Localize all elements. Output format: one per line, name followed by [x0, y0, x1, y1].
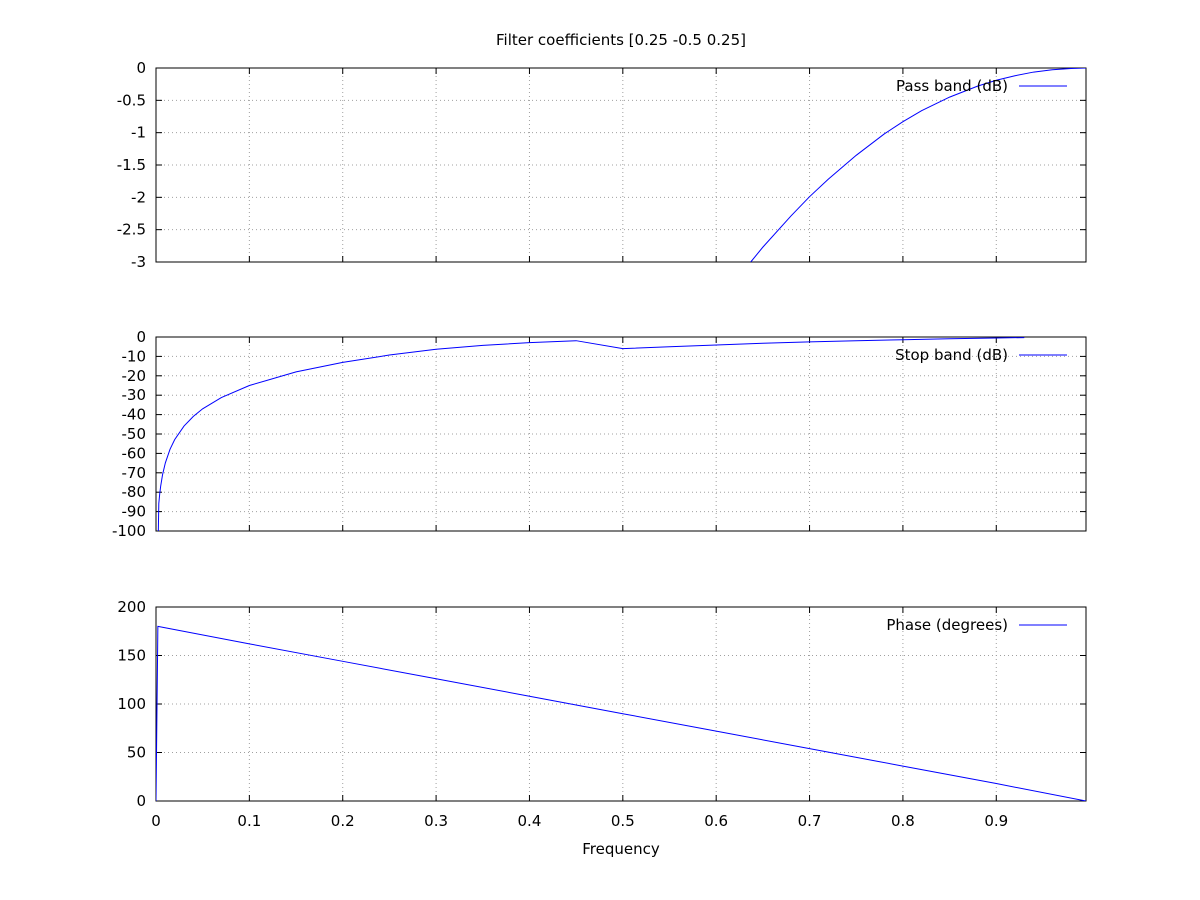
- y-tick-label: 200: [117, 598, 146, 616]
- x-tick-label: 0.5: [611, 812, 635, 830]
- x-tick-label: 0.1: [237, 812, 261, 830]
- series-line-2: [157, 337, 1025, 531]
- series-line-3: [156, 625, 1086, 801]
- plot-frame: [155, 606, 1087, 802]
- plot-frame: [155, 336, 1087, 532]
- panel-3: 0 50 100 150 200 Phase (degrees): [117, 598, 1087, 810]
- y-tick-label: -30: [122, 386, 147, 404]
- x-tick-label: 0.6: [704, 812, 728, 830]
- panel-2: 0-10 -20-30 -40-50-60 -70-80 -90-100 Stop ban…: [112, 328, 1087, 540]
- legend-label: Phase (degrees): [886, 616, 1008, 634]
- y-tick-label: -0.5: [117, 91, 146, 109]
- y-tick-label: -20: [122, 367, 147, 385]
- chart-title: Filter coefficients [0.25 -0.5 0.25]: [496, 31, 746, 49]
- x-tick-label: 0.4: [518, 812, 542, 830]
- x-tick-label: 0.2: [331, 812, 355, 830]
- x-tick-label: 0.3: [424, 812, 448, 830]
- y-tick-label: -70: [122, 464, 147, 482]
- y-tick-label: 50: [127, 744, 146, 762]
- x-tick-label: 0.9: [984, 812, 1008, 830]
- x-axis-label: Frequency: [582, 840, 660, 858]
- y-tick-label: -50: [122, 425, 147, 443]
- y-tick-label: -90: [122, 503, 147, 521]
- y-tick-label: -1.5: [117, 156, 146, 174]
- x-tick-label: 0.7: [798, 812, 822, 830]
- legend-label: Stop band (dB): [895, 346, 1008, 364]
- y-tick-label: 0: [136, 328, 146, 346]
- y-tick-label: -40: [122, 406, 147, 424]
- y-tick-label: -80: [122, 483, 147, 501]
- y-tick-label: -60: [122, 444, 147, 462]
- y-tick-label: -100: [112, 522, 146, 540]
- plot-frame: [155, 67, 1087, 263]
- y-tick-label: 0: [136, 59, 146, 77]
- y-tick-label: -10: [122, 347, 147, 365]
- y-tick-label: -2: [131, 188, 146, 206]
- series-line-1: [750, 68, 1086, 262]
- y-tick-label: -1: [131, 124, 146, 142]
- legend-label: Pass band (dB): [896, 77, 1008, 95]
- panel-1: 0 -0.5 -1 -1.5 -2 -2.5 -3 Pass band (dB): [117, 59, 1087, 271]
- x-tick-label: 0: [151, 812, 161, 830]
- y-tick-label: 0: [136, 792, 146, 810]
- y-tick-label: 150: [117, 647, 146, 665]
- y-tick-label: -3: [131, 253, 146, 271]
- x-tick-label: 0.8: [891, 812, 915, 830]
- y-tick-label: -2.5: [117, 221, 146, 239]
- y-tick-label: 100: [117, 695, 146, 713]
